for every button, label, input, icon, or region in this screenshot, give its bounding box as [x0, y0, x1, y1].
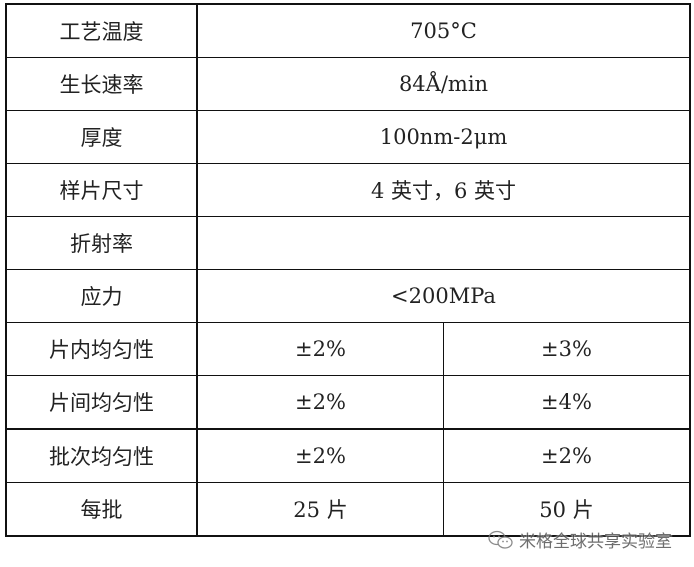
table-row: 折射率 — [5, 216, 691, 270]
row-value: 4 英寸，6 英寸 — [196, 163, 691, 217]
table-row: 批次均匀性 ±2% ±2% — [5, 428, 691, 483]
row-label: 折射率 — [5, 216, 198, 270]
row-label: 批次均匀性 — [5, 428, 198, 483]
row-label: 片内均匀性 — [5, 322, 198, 376]
row-value: ±2% — [443, 428, 691, 483]
row-value: ±2% — [196, 428, 444, 483]
row-value: ±2% — [196, 375, 444, 430]
row-value: ±4% — [443, 375, 691, 430]
table-row: 每批 25 片 50 片 — [5, 482, 691, 537]
table-row: 工艺温度 705°C — [5, 3, 691, 58]
row-label: 样片尺寸 — [5, 163, 198, 217]
table-row: 片间均匀性 ±2% ±4% — [5, 375, 691, 430]
watermark-text: 米格全球共享实验室 — [519, 532, 672, 552]
row-value — [196, 216, 691, 270]
table-row: 片内均匀性 ±2% ±3% — [5, 322, 691, 376]
row-label: 应力 — [5, 269, 198, 323]
row-value: 25 片 — [196, 482, 444, 537]
row-value: <200MPa — [196, 269, 691, 323]
row-value: 84Å/min — [196, 57, 691, 111]
row-label: 工艺温度 — [5, 3, 198, 58]
wechat-icon — [488, 530, 513, 549]
row-value: 50 片 — [443, 482, 691, 537]
table-row: 应力 <200MPa — [5, 269, 691, 323]
row-value: ±3% — [443, 322, 691, 376]
row-value: 100nm-2μm — [196, 110, 691, 164]
table-row: 厚度 100nm-2μm — [5, 110, 691, 164]
table-row: 生长速率 84Å/min — [5, 57, 691, 111]
row-label: 片间均匀性 — [5, 375, 198, 430]
row-value: 705°C — [196, 3, 691, 58]
table-row: 样片尺寸 4 英寸，6 英寸 — [5, 163, 691, 217]
row-label: 厚度 — [5, 110, 198, 164]
row-value: ±2% — [196, 322, 444, 376]
process-spec-table: 工艺温度 705°C 生长速率 84Å/min 厚度 100nm-2μm 样片尺寸 4 … — [5, 3, 691, 537]
row-label: 生长速率 — [5, 57, 198, 111]
row-label: 每批 — [5, 482, 198, 537]
watermark: 米格全球共享实验室 — [487, 527, 672, 552]
